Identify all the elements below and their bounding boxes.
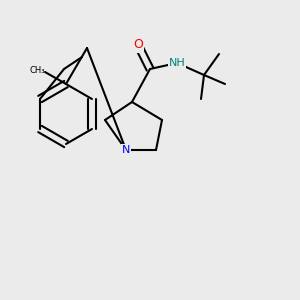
Text: O: O (133, 38, 143, 52)
Text: N: N (122, 145, 130, 155)
Text: NH: NH (169, 58, 185, 68)
Text: CH₃: CH₃ (30, 66, 45, 75)
